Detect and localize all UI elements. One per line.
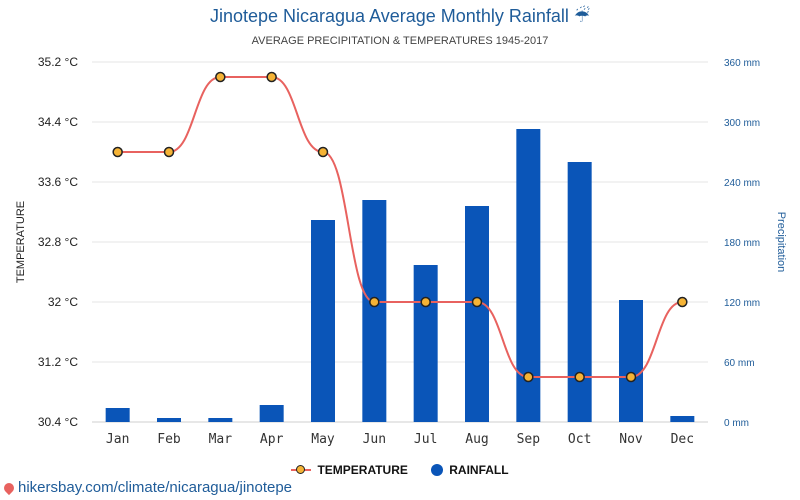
temperature-legend-icon [291, 464, 312, 476]
y-axis-title-right: Precipitation [775, 212, 787, 273]
y-axis-title-left: TEMPERATURE [15, 201, 27, 283]
location-pin-icon [1, 480, 17, 495]
temperature-point-oct [574, 371, 585, 383]
rainfall-bar-oct [567, 162, 592, 422]
temperature-point-dec [677, 296, 688, 308]
x-tick-nov: Nov [619, 432, 643, 447]
temperature-point-jul [420, 296, 431, 308]
rainfall-bar-jan [105, 408, 130, 422]
temperature-point-feb [163, 146, 175, 158]
rainfall-bar-may [311, 220, 335, 422]
temperature-point-sep [523, 371, 534, 383]
y-tick-right: 360 mm [724, 58, 760, 69]
y-tick-left: 32.8 °C [38, 235, 78, 249]
y-tick-right: 120 mm [724, 298, 760, 309]
y-tick-right: 60 mm [724, 358, 755, 369]
x-tick-dec: Dec [671, 432, 694, 447]
y-tick-left: 33.6 °C [38, 175, 78, 189]
y-tick-right: 0 mm [724, 418, 749, 429]
rainfall-bar-nov [619, 300, 643, 422]
x-tick-jun: Jun [363, 432, 386, 447]
y-tick-left: 30.4 °C [38, 415, 78, 429]
y-tick-right: 240 mm [724, 178, 760, 189]
temperature-point-mar [215, 71, 226, 83]
rainfall-bar-dec [670, 416, 695, 422]
x-tick-mar: Mar [209, 432, 233, 447]
temperature-point-jan [112, 146, 123, 158]
rainfall-bar-mar [208, 418, 233, 422]
x-tick-jan: Jan [106, 432, 129, 447]
x-tick-jul: Jul [414, 432, 437, 447]
rainfall-legend-icon [431, 464, 444, 476]
source-link-text: hikersbay.com/climate/nicaragua/jinotepe [18, 479, 293, 496]
temperature-point-may [317, 146, 329, 158]
x-tick-may: May [311, 432, 335, 447]
y-tick-right: 300 mm [724, 118, 760, 129]
y-tick-left: 32 °C [48, 295, 78, 309]
rainfall-bar-apr [259, 405, 284, 422]
x-tick-apr: Apr [260, 432, 284, 447]
rainfall-bar-feb [157, 418, 181, 422]
umbrella-icon: ☔ [573, 6, 591, 27]
legend-item-rainfall[interactable]: RAINFALL [431, 463, 509, 477]
source-link[interactable]: hikersbay.com/climate/nicaragua/jinotepe [1, 479, 293, 496]
rainfall-temperature-chart: 30.4 °C 0 mm 31.2 °C 60 mm 32 °C 120 mm 32.8 °… [15, 55, 787, 447]
rainfall-bar-jul [413, 265, 438, 422]
temperature-point-jun [369, 296, 380, 308]
rainfall-bar-aug [465, 206, 489, 422]
x-tick-sep: Sep [517, 432, 541, 447]
chart-subtitle: AVERAGE PRECIPITATION & TEMPERATURES 194… [251, 35, 549, 47]
temperature-point-aug [471, 296, 483, 308]
rainfall-bar-jun [362, 200, 387, 422]
chart-title-text: Jinotepe Nicaragua Average Monthly Rainf… [209, 6, 569, 26]
x-tick-oct: Oct [568, 432, 591, 447]
legend-label-temperature: TEMPERATURE [317, 463, 408, 477]
temperature-point-apr [266, 71, 277, 83]
y-tick-left: 35.2 °C [38, 55, 78, 69]
y-tick-left: 34.4 °C [38, 115, 78, 129]
temperature-point-nov [625, 371, 637, 383]
chart-legend: TEMPERATURE RAINFALL [0, 463, 800, 479]
x-tick-aug: Aug [465, 432, 488, 447]
y-tick-right: 180 mm [724, 238, 760, 249]
x-tick-feb: Feb [157, 432, 181, 447]
chart-title: Jinotepe Nicaragua Average Monthly Rainf… [0, 6, 800, 27]
legend-item-temperature[interactable]: TEMPERATURE [291, 463, 408, 477]
y-tick-left: 31.2 °C [38, 355, 78, 369]
legend-label-rainfall: RAINFALL [449, 463, 509, 477]
